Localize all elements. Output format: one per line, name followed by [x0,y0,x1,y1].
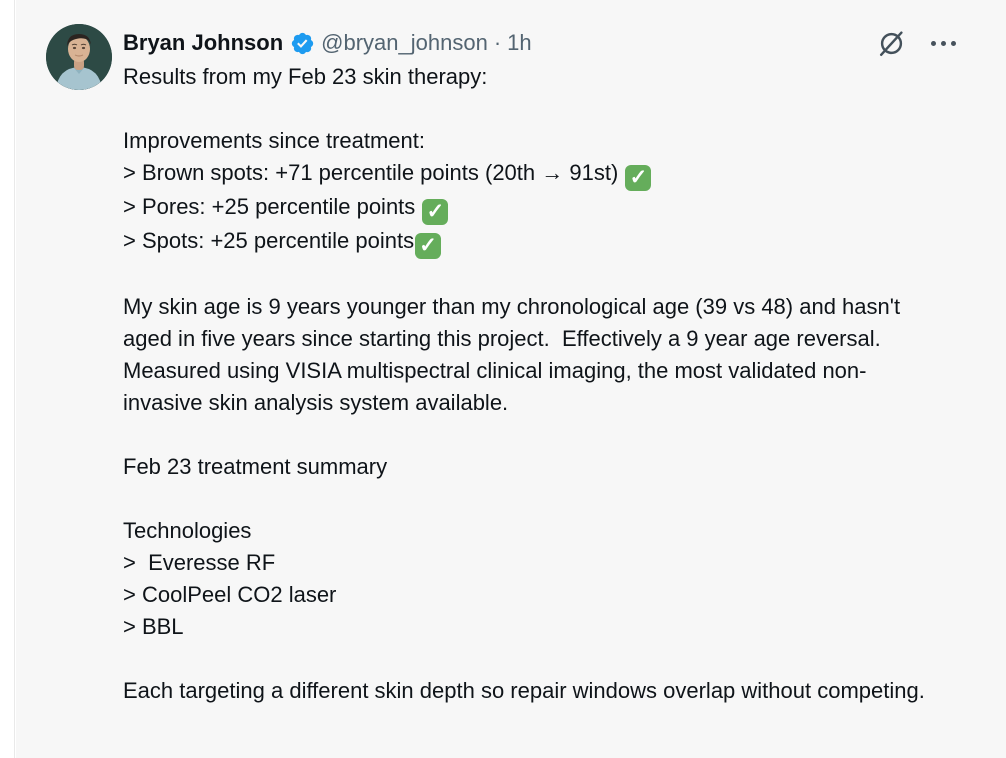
tweet-text-line: Technologies [123,518,252,543]
tweet-text-line: Results from my Feb 23 skin therapy: [123,64,488,89]
check-mark-emoji-icon: ✓ [625,165,652,191]
tweet-text-line: > Spots: +25 percentile points ✓ [123,225,945,259]
tweet-text-line: Each targeting a different skin depth so… [123,678,925,703]
author-handle[interactable]: @bryan_johnson [321,30,488,55]
avatar[interactable] [46,24,112,90]
tweet-text-line: > Everesse RF [123,550,276,575]
tweet-body: Results from my Feb 23 skin therapy: Impr… [123,61,945,707]
tweet-paragraph: Feb 23 treatment summary [123,451,945,483]
tweet-paragraph: Each targeting a different skin depth so… [123,675,945,707]
tweet-paragraph: Improvements since treatment: > Brown spo… [123,125,945,259]
grok-button[interactable] [874,26,908,60]
tweet-text-line: > Brown spots: +71 percentile points (20… [123,157,945,191]
more-options-button[interactable] [926,26,960,60]
author-name[interactable]: Bryan Johnson [123,30,284,55]
tweet-paragraph: My skin age is 9 years younger than my c… [123,291,945,419]
timestamp[interactable]: 1h [507,30,532,55]
tweet-card: Bryan Johnson @bryan_johnson · 1h [16,0,1006,758]
tweet-text-line: My skin age is 9 years younger than my c… [123,294,907,415]
verified-badge-icon [290,31,315,56]
tweet-text-line: > CoolPeel CO2 laser [123,582,337,607]
tweet-text-line: Feb 23 treatment summary [123,454,388,479]
tweet-text-line: > BBL [123,614,184,639]
tweet-text-line: Improvements since treatment: [123,128,426,153]
tweet-header: Bryan Johnson @bryan_johnson · 1h [123,27,960,59]
left-gutter [0,0,15,758]
tweet-text-line: > Pores: +25 percentile points ✓ [123,191,945,225]
check-mark-emoji-icon: ✓ [422,199,449,225]
more-options-icon [930,40,956,46]
tweet-paragraph: Technologies > Everesse RF > CoolPeel CO2 … [123,515,945,643]
tweet-paragraph: Results from my Feb 23 skin therapy: [123,61,945,93]
check-mark-emoji-icon: ✓ [415,233,442,259]
grok-icon [879,30,903,56]
user-avatar-photo [46,24,112,90]
tweet: Bryan Johnson @bryan_johnson · 1h [16,0,1006,707]
separator-dot: · [493,30,502,55]
